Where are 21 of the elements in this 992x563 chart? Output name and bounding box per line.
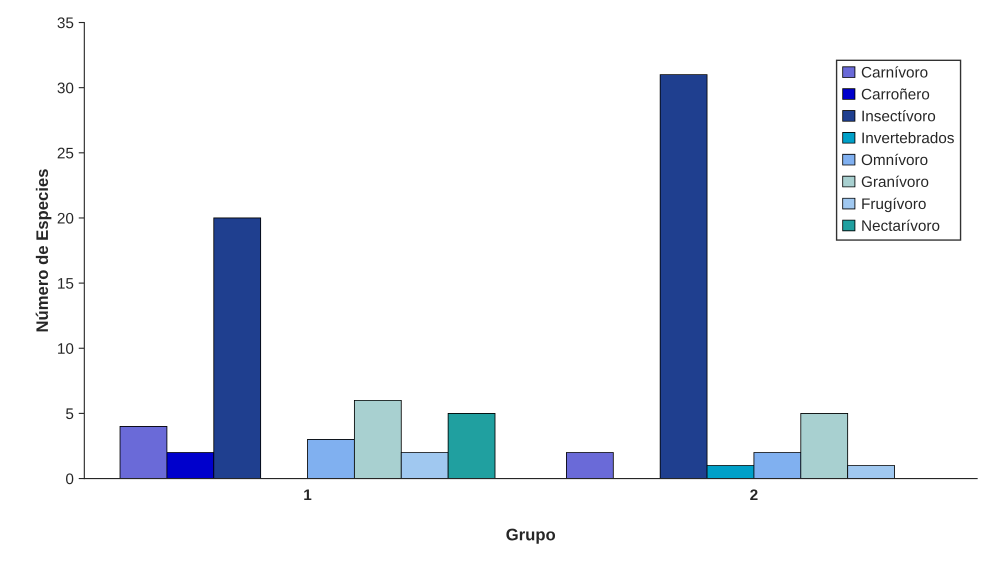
y-tick-label: 30 bbox=[57, 82, 74, 94]
x-tick-label: 2 bbox=[750, 489, 758, 500]
legend-label: Nectarívoro bbox=[862, 220, 940, 231]
x-tick-label: 1 bbox=[304, 490, 312, 500]
legend-label: Invertebrados bbox=[862, 132, 954, 144]
y-tick-label: 5 bbox=[66, 408, 74, 420]
y-tick-label: 15 bbox=[58, 278, 74, 289]
legend-label: Omnívoro bbox=[862, 154, 928, 166]
y-tick-label: 10 bbox=[58, 343, 74, 354]
legend-label: Insectívoro bbox=[862, 110, 936, 122]
x-axis-title: Grupo bbox=[506, 528, 556, 544]
y-tick-label: 35 bbox=[57, 17, 74, 28]
y-tick-label: 20 bbox=[58, 212, 74, 224]
legend-label: Frugívoro bbox=[862, 198, 926, 212]
legend-label: Granívoro bbox=[862, 176, 928, 188]
y-axis-title: Número de Especies bbox=[36, 169, 52, 332]
legend-label: Carnívoro bbox=[862, 66, 928, 78]
y-tick-label: 0 bbox=[66, 473, 74, 484]
bar bbox=[566, 452, 614, 479]
legend-label: Carroñero bbox=[862, 88, 930, 100]
y-tick-label: 25 bbox=[58, 148, 74, 158]
